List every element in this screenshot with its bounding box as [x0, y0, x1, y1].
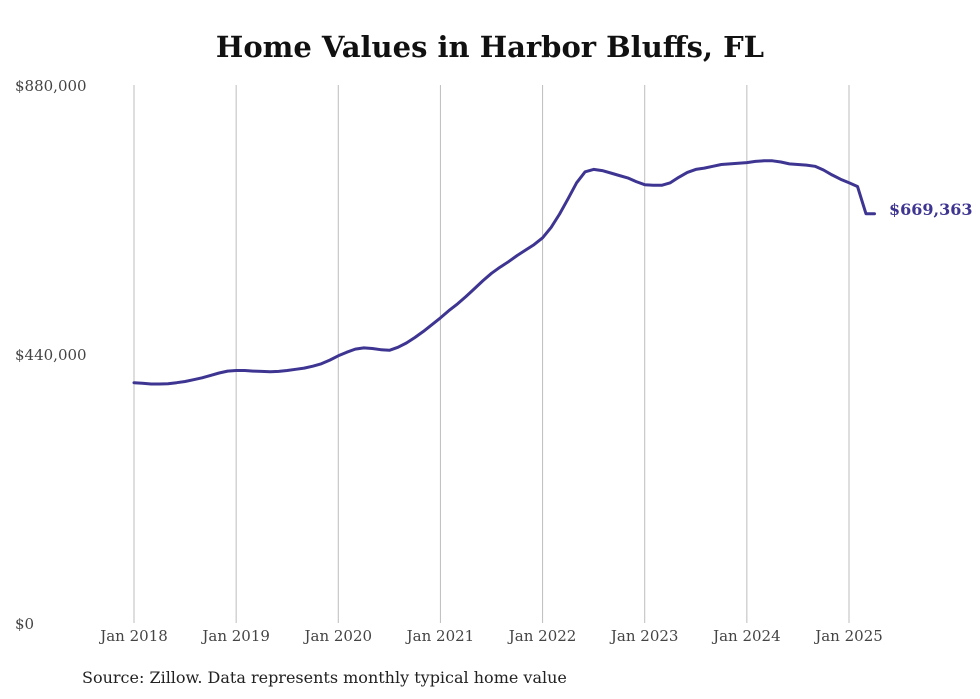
end-value-label: $669,363: [889, 200, 973, 219]
y-tick-label: $880,000: [15, 77, 87, 95]
x-tick-label: Jan 2019: [200, 627, 270, 645]
series-layer: [132, 159, 876, 386]
x-tick-label: Jan 2020: [303, 627, 373, 645]
y-tick-label: $0: [15, 615, 34, 633]
x-tick-label: Jan 2018: [98, 627, 168, 645]
chart-title: Home Values in Harbor Bluffs, FL: [215, 30, 765, 64]
x-tick-label: Jan 2023: [609, 627, 679, 645]
x-tick-label: Jan 2025: [813, 627, 883, 645]
gridlines: [133, 85, 850, 623]
source-note: Source: Zillow. Data represents monthly …: [82, 668, 567, 687]
y-tick-label: $440,000: [15, 346, 87, 364]
y-axis-ticks: $0 $440,000 $880,000: [15, 77, 87, 633]
x-tick-label: Jan 2024: [711, 627, 781, 645]
x-axis-ticks: Jan 2018 Jan 2019 Jan 2020 Jan 2021 Jan 2022…: [98, 627, 883, 645]
x-tick-label: Jan 2022: [507, 627, 577, 645]
x-tick-label: Jan 2021: [405, 627, 475, 645]
end-label-layer: $669,363: [889, 200, 973, 219]
series-line-home-value: [132, 159, 876, 386]
